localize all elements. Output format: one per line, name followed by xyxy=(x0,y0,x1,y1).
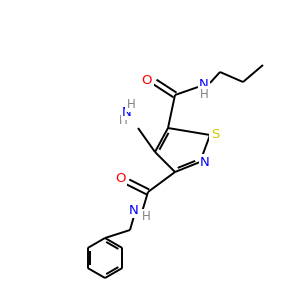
Text: H: H xyxy=(118,113,127,127)
Text: H: H xyxy=(127,98,135,110)
Text: O: O xyxy=(115,172,125,185)
Text: H: H xyxy=(142,211,150,224)
Text: N: N xyxy=(200,155,210,169)
Text: N: N xyxy=(122,106,132,118)
Text: N: N xyxy=(129,203,139,217)
Text: S: S xyxy=(211,128,219,142)
Text: N: N xyxy=(199,79,209,92)
Text: H: H xyxy=(200,88,208,100)
Text: O: O xyxy=(142,74,152,86)
